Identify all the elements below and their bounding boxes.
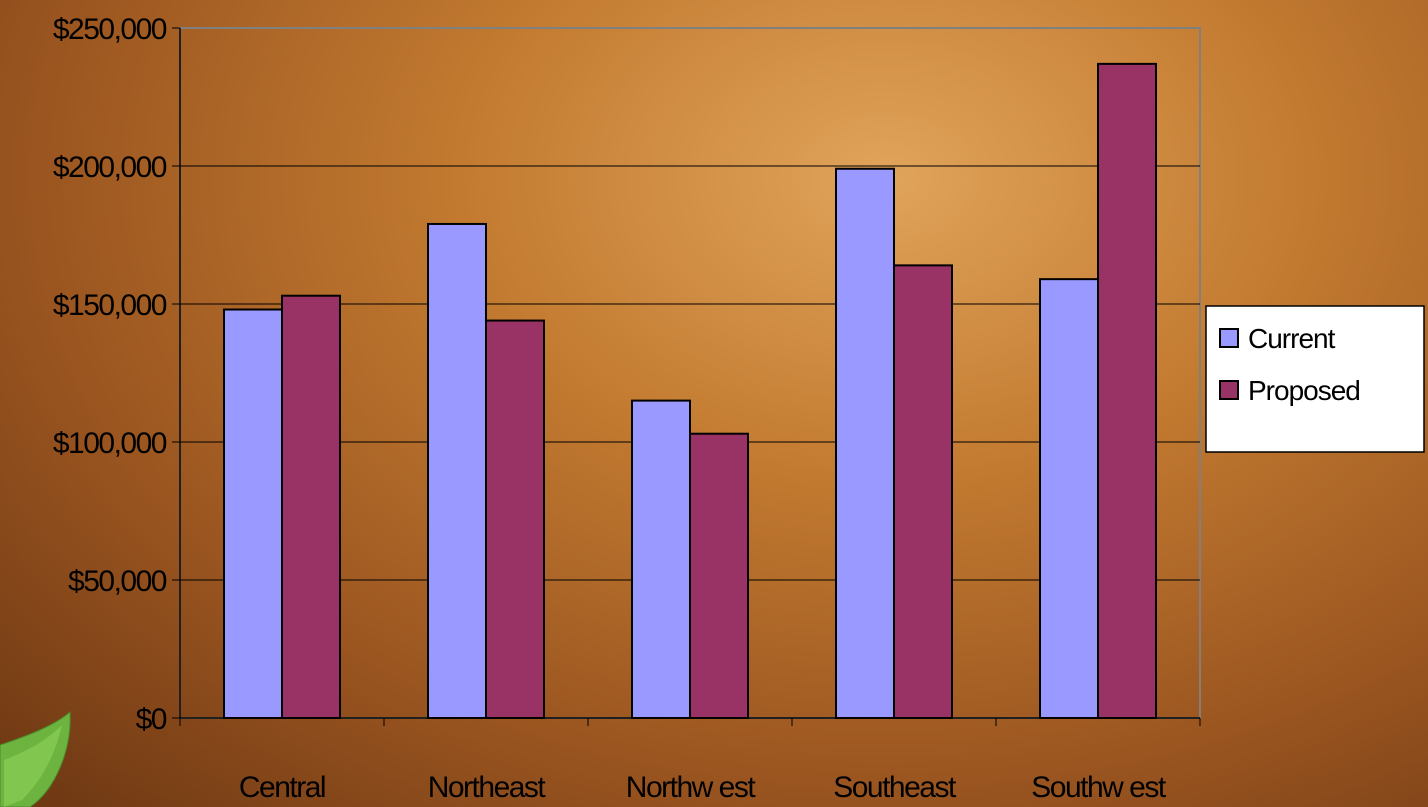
bar-current-northwest[interactable] — [631, 399, 691, 719]
x-tick-label: Northeast — [428, 771, 547, 804]
legend: Current Proposed — [1205, 305, 1425, 453]
bar-current-southwest[interactable] — [1039, 278, 1099, 719]
bar-current-central[interactable] — [223, 308, 283, 719]
bar-current-northeast[interactable] — [427, 222, 487, 720]
legend-swatch-proposed — [1219, 380, 1239, 400]
y-tick-label: $50,000 — [68, 565, 167, 598]
bar-proposed-southeast[interactable] — [893, 264, 953, 719]
legend-box — [1205, 305, 1425, 453]
y-tick-label: $200,000 — [53, 151, 167, 184]
legend-label-current: Current — [1248, 323, 1336, 354]
x-tick-label: Northw est — [626, 771, 757, 804]
y-tick-label: $100,000 — [53, 427, 167, 460]
x-tick-label: Southeast — [833, 771, 957, 804]
y-tick-label: $250,000 — [53, 13, 167, 46]
plot-area: $0 $50,000 $100,000 $150,000 $200,000 $250,00… — [53, 13, 1201, 804]
y-tick-label: $0 — [136, 703, 167, 736]
x-tick-label: Central — [239, 771, 325, 804]
bar-proposed-southwest[interactable] — [1097, 62, 1157, 719]
bar-proposed-northeast[interactable] — [485, 319, 545, 719]
legend-label-proposed: Proposed — [1248, 375, 1360, 406]
leaf-highlight-icon — [4, 725, 62, 807]
bar-proposed-central[interactable] — [281, 294, 341, 719]
bar-proposed-northwest[interactable] — [689, 432, 749, 719]
x-tick-label: Southw est — [1031, 771, 1167, 804]
bar-current-southeast[interactable] — [835, 167, 895, 719]
y-tick-label: $150,000 — [53, 289, 167, 322]
legend-swatch-current — [1219, 328, 1239, 348]
